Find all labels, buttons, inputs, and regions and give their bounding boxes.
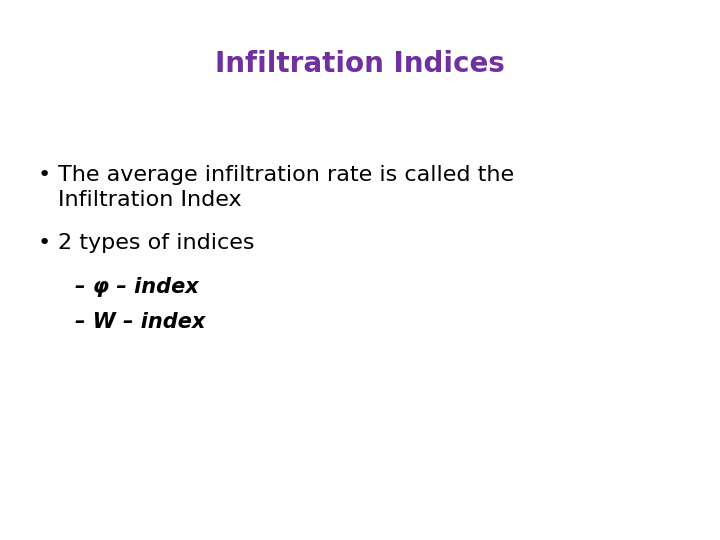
- Text: The average infiltration rate is called the: The average infiltration rate is called …: [58, 165, 514, 185]
- Text: Infiltration Index: Infiltration Index: [58, 190, 242, 210]
- Text: •: •: [38, 165, 51, 185]
- Text: •: •: [38, 233, 51, 253]
- Text: 2 types of indices: 2 types of indices: [58, 233, 254, 253]
- Text: Infiltration Indices: Infiltration Indices: [215, 50, 505, 78]
- Text: – φ – index: – φ – index: [75, 277, 199, 297]
- Text: – W – index: – W – index: [75, 312, 205, 332]
